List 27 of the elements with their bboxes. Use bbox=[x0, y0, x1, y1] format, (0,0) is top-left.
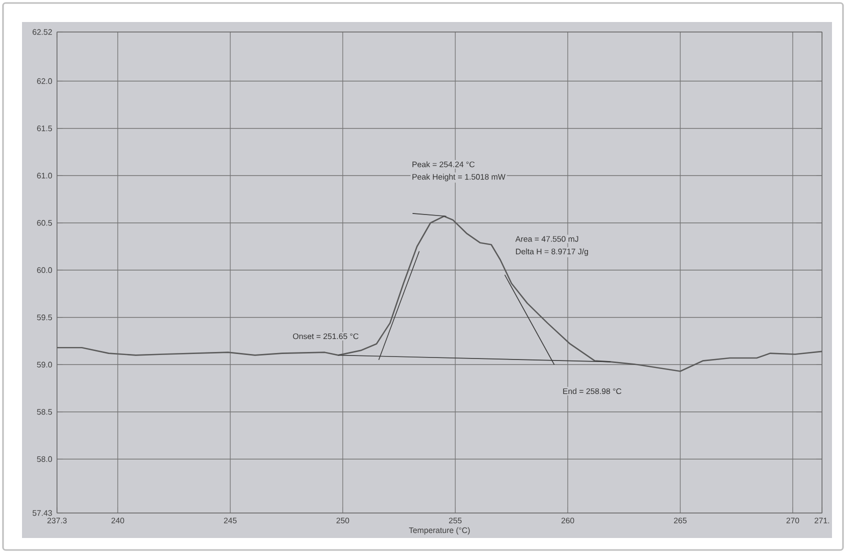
x-tick-label: 240 bbox=[111, 518, 124, 524]
y-tick-label: 59.5 bbox=[37, 314, 52, 320]
annotation: Onset = 251.65 °C bbox=[292, 333, 358, 340]
y-tick-label: 61.0 bbox=[37, 172, 52, 178]
x-tick-label: 260 bbox=[561, 518, 574, 524]
y-tick-label: 62.0 bbox=[37, 78, 52, 84]
x-tick-label: 255 bbox=[448, 518, 462, 524]
x-tick-label: 237.3 bbox=[47, 518, 67, 524]
annotation: End = 258.98 °C bbox=[563, 388, 622, 394]
y-tick-label: 58.0 bbox=[37, 456, 52, 462]
y-tick-label: 57.43 bbox=[32, 510, 52, 516]
x-tick-label: 245 bbox=[224, 518, 237, 524]
x-tick-label: 270 bbox=[786, 518, 800, 524]
y-tick-label: 60.0 bbox=[37, 267, 52, 273]
y-tick-label: 60.5 bbox=[37, 220, 52, 226]
x-tick-label: 271. bbox=[814, 518, 830, 524]
y-tick-label: 58.5 bbox=[37, 409, 52, 415]
annotation: Area = 47.550 mJ bbox=[515, 236, 578, 242]
x-tick-label: 250 bbox=[336, 518, 350, 524]
annotation: Peak = 254.24 °C bbox=[412, 161, 475, 168]
y-tick-label: 62.52 bbox=[32, 29, 52, 35]
x-axis-title: Temperature (°C) bbox=[408, 527, 470, 535]
x-tick-label: 265 bbox=[674, 518, 687, 524]
y-tick-label: 61.5 bbox=[37, 126, 52, 132]
annotation: Delta H = 8.9717 J/g bbox=[516, 248, 588, 256]
annotation: Peak Height = 1.5018 mW bbox=[412, 174, 506, 182]
y-tick-label: 59.0 bbox=[37, 362, 52, 368]
